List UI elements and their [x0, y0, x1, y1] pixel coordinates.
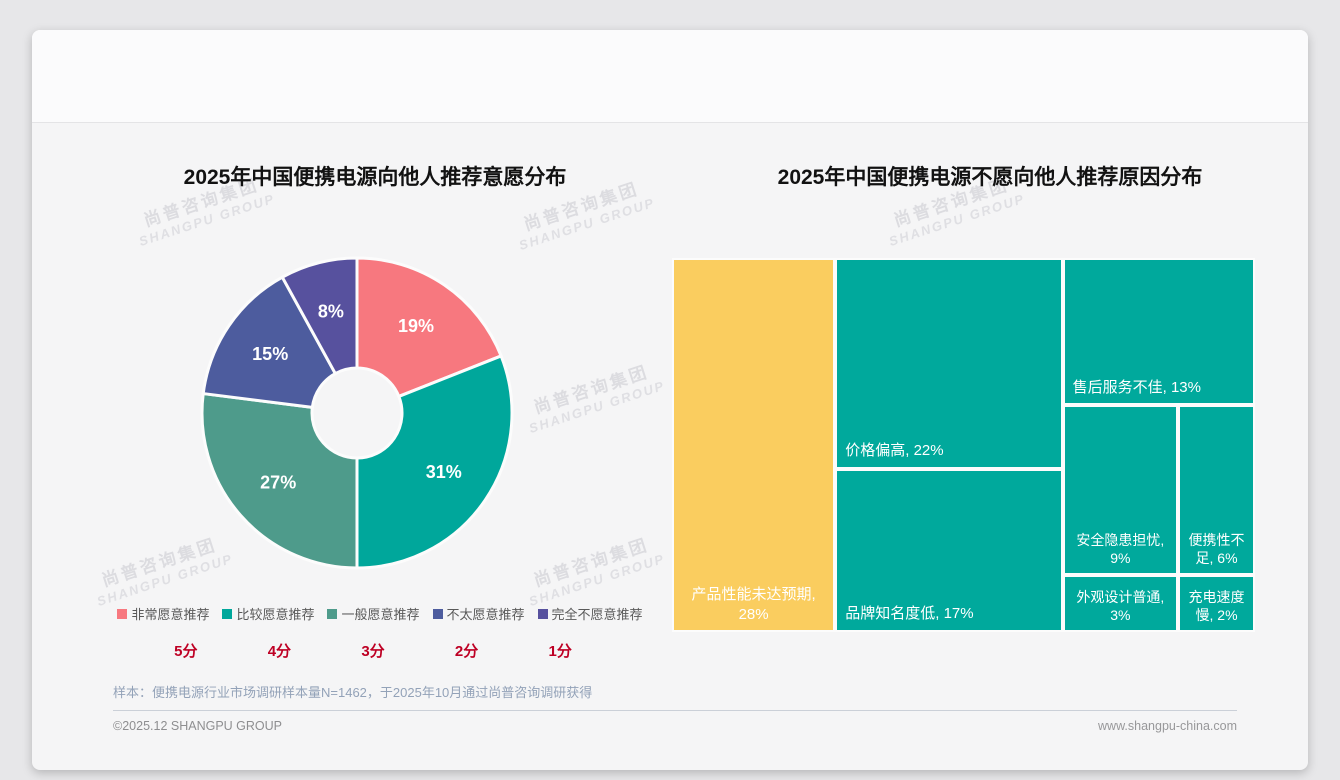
- watermark-en: SHANGPU GROUP: [527, 550, 667, 610]
- treemap-tile-label: 安全隐患担忧, 9%: [1076, 531, 1165, 567]
- donut-value-label: 8%: [318, 301, 344, 321]
- legend-label: 一般愿意推荐: [341, 607, 420, 622]
- donut-chart: 19% 31% 27% 15% 8%: [200, 256, 514, 570]
- legend-swatch: [222, 608, 233, 619]
- header-strip: [32, 30, 1308, 123]
- legend-item-完全不愿意推荐: 完全不愿意推荐: [537, 604, 643, 623]
- legend-swatch: [432, 608, 443, 619]
- treemap-tile-label: 产品性能未达预期, 28%: [691, 586, 816, 623]
- treemap-chart: 产品性能未达预期, 28% 价格偏高, 22% 品牌知名度低, 17% 售后服务不佳,…: [672, 258, 1255, 632]
- legend-item-非常愿意推荐: 非常愿意推荐: [117, 604, 209, 623]
- donut-value-label: 19%: [398, 316, 434, 336]
- treemap-tile-产品性能未达预期: 产品性能未达预期, 28%: [672, 258, 836, 632]
- treemap-tile-便携性不足: 便携性不 足, 6%: [1178, 405, 1255, 576]
- donut-value-label: 31%: [426, 462, 462, 482]
- donut-value-label: 15%: [252, 344, 288, 364]
- treemap-chart-title: 2025年中国便携电源不愿向他人推荐原因分布: [777, 166, 1203, 189]
- score-row: 5分 4分 3分 2分 1分: [139, 640, 607, 661]
- donut-legend: 非常愿意推荐 比较愿意推荐 一般愿意推荐 不太愿意推荐 完全不愿意推荐: [102, 604, 658, 623]
- watermark-en: SHANGPU GROUP: [527, 377, 667, 437]
- footer-copyright: ©2025.12 SHANGPU GROUP: [113, 719, 282, 733]
- score-label: 3分: [361, 643, 385, 660]
- donut-value-label: 27%: [260, 472, 296, 492]
- donut-slice-非常愿意推荐: [355, 256, 503, 398]
- treemap-tile-label: 售后服务不佳, 13%: [1072, 378, 1201, 396]
- footer-website: www.shangpu-china.com: [1098, 719, 1237, 733]
- treemap-tile-label: 外观设计普通, 3%: [1076, 588, 1165, 623]
- treemap-tile-充电速度慢: 充电速度 慢, 2%: [1178, 575, 1255, 632]
- legend-swatch: [117, 608, 128, 619]
- legend-swatch: [537, 608, 548, 619]
- score-label: 5分: [174, 643, 198, 660]
- treemap-tile-外观设计普通: 外观设计普通, 3%: [1062, 575, 1179, 632]
- legend-label: 不太愿意推荐: [446, 607, 525, 622]
- treemap-tile-售后服务不佳: 售后服务不佳, 13%: [1062, 258, 1255, 406]
- treemap-tile-品牌知名度低: 品牌知名度低, 17%: [835, 468, 1063, 632]
- legend-item-不太愿意推荐: 不太愿意推荐: [432, 604, 525, 623]
- donut-slice-不太愿意推荐: [201, 275, 337, 409]
- treemap-tile-label: 品牌知名度低, 17%: [845, 605, 974, 623]
- donut-slice-一般愿意推荐: [200, 392, 359, 570]
- treemap-tile-label: 便携性不 足, 6%: [1188, 531, 1245, 567]
- footer-divider: [113, 710, 1237, 711]
- score-label: 2分: [454, 643, 479, 660]
- legend-label: 非常愿意推荐: [131, 607, 210, 622]
- legend-item-一般愿意推荐: 一般愿意推荐: [327, 604, 420, 623]
- legend-label: 比较愿意推荐: [236, 607, 315, 622]
- donut-slice-完全不愿意推荐: [280, 256, 359, 376]
- legend-label: 完全不愿意推荐: [551, 607, 643, 622]
- legend-swatch: [327, 608, 338, 619]
- treemap-tile-label: 价格偏高, 22%: [845, 442, 944, 460]
- treemap-tile-label: 充电速度 慢, 2%: [1188, 588, 1245, 623]
- treemap-tile-安全隐患担忧: 安全隐患担忧, 9%: [1062, 405, 1179, 576]
- donut-slice-比较愿意推荐: [355, 354, 514, 570]
- score-label: 4分: [267, 643, 292, 660]
- watermark-en: SHANGPU GROUP: [887, 190, 1027, 250]
- score-label: 1分: [548, 643, 572, 660]
- sample-footnote: 样本：便携电源行业市场调研样本量N=1462，于2025年10月通过尚普咨询调研…: [113, 685, 593, 700]
- slide: 尚普咨询集团 SHANGPU GROUP 尚普咨询集团 SHANGPU GROUP 尚普…: [32, 30, 1308, 770]
- treemap-tile-价格偏高: 价格偏高, 22%: [835, 258, 1063, 469]
- donut-chart-title: 2025年中国便携电源向他人推荐意愿分布: [183, 166, 567, 189]
- legend-item-比较愿意推荐: 比较愿意推荐: [222, 604, 314, 623]
